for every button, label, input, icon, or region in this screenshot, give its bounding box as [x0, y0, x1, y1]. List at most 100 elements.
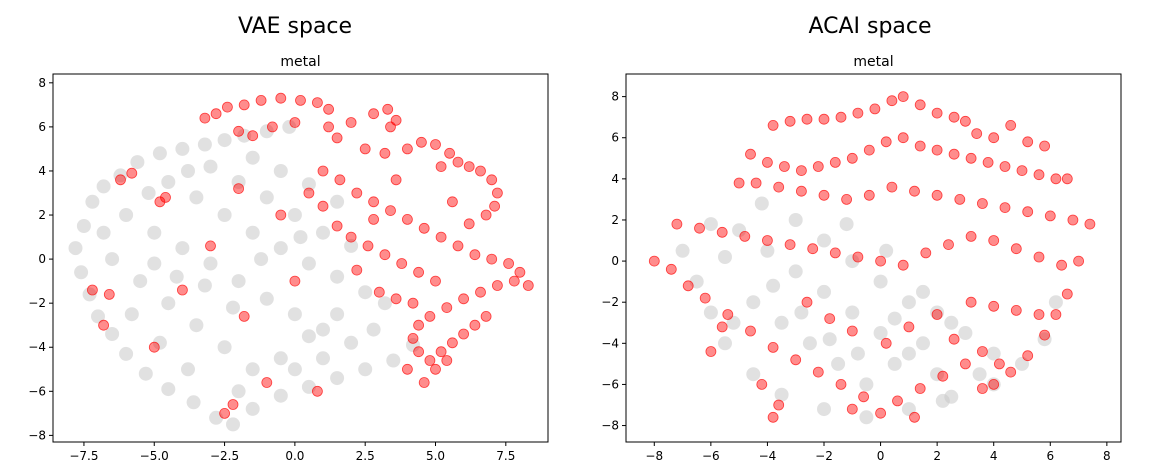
right-highlight-point [665, 263, 677, 275]
left-background-point [152, 146, 167, 161]
right-background-point [901, 295, 916, 310]
left-background-point [169, 269, 184, 284]
left-highlight-point [390, 293, 402, 305]
left-highlight-point [154, 196, 166, 208]
left-highlight-point [415, 136, 427, 148]
right-background-point [958, 326, 973, 340]
left-highlight-point [486, 253, 498, 265]
right-highlight-points [648, 91, 1096, 423]
left-background-point [330, 269, 345, 284]
right-highlight-point [1010, 304, 1022, 316]
right-background-point [718, 336, 732, 351]
right-highlight-point [977, 383, 988, 394]
left-background-point [259, 291, 274, 306]
left-background-point [175, 141, 190, 156]
right-highlight-point [880, 136, 892, 148]
left-background-point [119, 208, 134, 222]
right-background-point [845, 254, 860, 269]
right-highlight-point [869, 103, 881, 115]
right-x-tick-label: −6 [702, 449, 720, 463]
left-highlight-point [491, 187, 503, 199]
right-highlight-point [745, 148, 756, 160]
right-highlight-point [937, 370, 949, 382]
right-highlight-point [1022, 136, 1034, 148]
left-highlight-point [351, 264, 363, 276]
right-highlight-point [801, 113, 813, 125]
right-highlight-point [863, 189, 875, 201]
left-background-point [161, 175, 176, 189]
left-background-point [217, 133, 232, 148]
right-x-tick-label: −4 [759, 449, 777, 463]
right-highlight-point [773, 181, 785, 193]
left-highlight-point [255, 95, 267, 106]
right-background-point [873, 326, 888, 340]
left-background-point [287, 362, 302, 377]
left-background-point [330, 194, 345, 209]
left-background-point [282, 119, 297, 134]
right-highlight-point [999, 202, 1011, 214]
left-highlight-point [390, 174, 402, 186]
left-highlight-point [238, 310, 250, 322]
left-highlight-point [463, 161, 475, 173]
left-highlight-point [401, 143, 413, 155]
left-background-point [237, 128, 252, 143]
left-highlight-point [238, 99, 250, 111]
left-background-point [273, 351, 288, 366]
right-highlight-point [1056, 259, 1067, 271]
left-background-point [231, 384, 246, 399]
right-highlight-point [767, 341, 779, 353]
left-subplot-title: metal [280, 54, 320, 70]
left-background-point [245, 401, 260, 416]
left-background-point [175, 241, 190, 256]
left-highlight-point [446, 337, 458, 349]
right-highlight-point [824, 313, 836, 325]
left-background-point [287, 307, 302, 322]
left-highlight-point [424, 310, 436, 322]
left-background-point [245, 362, 260, 377]
right-highlight-point [762, 156, 773, 168]
left-highlight-point [491, 280, 503, 291]
left-background-point [344, 238, 359, 253]
left-highlight-point [508, 275, 520, 287]
left-highlight-point [522, 280, 534, 291]
left-highlight-point [148, 341, 160, 353]
left-background-point [161, 382, 176, 397]
right-x-tick-label: 8 [1103, 449, 1111, 463]
left-background-point [124, 307, 139, 322]
right-highlight-point [773, 399, 785, 411]
left-background-point [344, 335, 359, 350]
left-highlight-point [463, 218, 475, 230]
right-highlight-point [988, 300, 1000, 312]
right-background-point [794, 305, 809, 320]
right-highlight-point [965, 230, 977, 242]
right-highlight-point [971, 128, 983, 140]
right-background-point [754, 196, 769, 211]
left-background-point [301, 329, 316, 344]
left-background-point [386, 353, 401, 368]
right-highlight-point [920, 247, 932, 259]
left-highlight-point [115, 174, 126, 186]
left-highlight-point [266, 121, 278, 133]
left-background-point [76, 219, 91, 233]
right-x-tick-label: −8 [645, 449, 663, 463]
right-background-point [887, 311, 902, 326]
left-background-point [181, 362, 195, 377]
right-highlight-point [1005, 366, 1017, 378]
right-highlight-point [1050, 309, 1062, 320]
right-highlight-point [733, 177, 745, 189]
right-highlight-point [909, 411, 920, 423]
right-highlight-point [1010, 243, 1022, 255]
right-highlight-point [1016, 165, 1028, 177]
right-highlight-point [931, 189, 943, 201]
right-highlight-point [914, 140, 926, 152]
left-background-point [161, 296, 176, 311]
left-highlight-point [430, 275, 441, 287]
left-highlight-point [210, 108, 222, 120]
left-highlight-point [475, 165, 486, 177]
left-highlight-point [396, 258, 408, 269]
right-background-point [930, 305, 945, 320]
right-highlight-point [1005, 120, 1017, 131]
right-background-point [944, 315, 959, 330]
left-background-point [316, 322, 330, 337]
left-background-point [133, 274, 148, 289]
